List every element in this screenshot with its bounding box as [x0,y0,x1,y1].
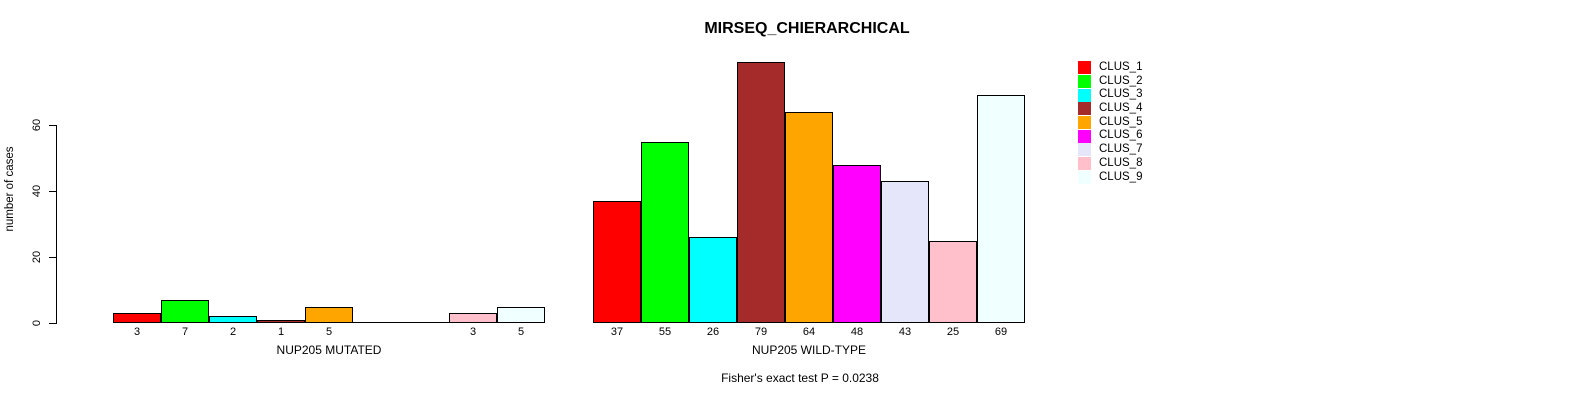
y-tick-label: 20 [31,250,43,264]
legend-item-clus_2: CLUS_2 [1078,75,1142,89]
legend-label: CLUS_8 [1099,156,1143,169]
bar-clus_2-group0 [161,299,209,323]
bar-value-label: 79 [754,326,768,338]
legend-label: CLUS_2 [1099,74,1143,87]
y-tick-label: 40 [31,184,43,198]
y-tick-label: 0 [31,319,43,327]
legend-label: CLUS_4 [1099,102,1143,115]
legend-swatch-clus_7 [1078,143,1091,157]
legend-swatch-clus_1 [1078,61,1091,75]
y-tick [49,322,56,324]
bar-value-label: 7 [181,326,189,338]
bar-value-label: 25 [946,326,960,338]
y-tick [49,190,56,192]
legend-item-clus_3: CLUS_3 [1078,88,1142,102]
legend: CLUS_1 CLUS_2 CLUS_3 CLUS_4 CLUS_5 CLUS_6 CLUS… [1078,61,1142,184]
bar-clus_1-group1 [593,200,641,323]
y-axis-title: number of cases [4,146,16,232]
x-group-label-wildtype: NUP205 WILD-TYPE [751,343,867,357]
bar-value-label: 2 [229,326,237,338]
legend-swatch-clus_3 [1078,88,1091,102]
legend-item-clus_8: CLUS_8 [1078,157,1142,171]
legend-swatch-clus_8 [1078,157,1091,171]
bar-value-label: 5 [517,326,525,338]
legend-label: CLUS_7 [1099,143,1143,156]
legend-label: CLUS_9 [1099,170,1143,183]
y-axis-line [56,125,57,324]
bar-clus_3-group1 [689,237,737,323]
bar-value-label: 5 [325,326,333,338]
bar-value-label: 43 [898,326,912,338]
bar-clus_8-group0 [449,313,497,323]
fisher-test-annotation: Fisher's exact test P = 0.0238 [721,371,879,385]
bar-clus_3-group0 [209,316,257,323]
bar-value-label: 26 [706,326,720,338]
legend-swatch-clus_6 [1078,129,1091,143]
legend-swatch-clus_5 [1078,116,1091,130]
bar-value-label: 48 [850,326,864,338]
bar-value-label: 3 [133,326,141,338]
bar-value-label: 3 [469,326,477,338]
legend-item-clus_5: CLUS_5 [1078,116,1142,130]
zero-bar-clus_6-group0 [353,322,401,323]
bar-clus_7-group1 [881,181,929,323]
bar-clus_8-group1 [929,240,977,323]
zero-bar-clus_7-group0 [401,322,449,323]
legend-label: CLUS_1 [1099,61,1143,73]
bar-clus_4-group0 [257,319,305,323]
bar-value-label: 55 [658,326,672,338]
y-tick-label: 60 [31,118,43,132]
y-tick [49,124,56,126]
bar-value-label: 37 [610,326,624,338]
bar-clus_6-group1 [833,164,881,323]
legend-item-clus_1: CLUS_1 [1078,61,1142,75]
legend-label: CLUS_6 [1099,129,1143,142]
legend-label: CLUS_5 [1099,115,1143,128]
y-tick [49,256,56,258]
legend-swatch-clus_9 [1078,170,1091,184]
bar-clus_2-group1 [641,141,689,323]
bar-clus_5-group0 [305,306,353,323]
bar-value-label: 1 [277,326,285,338]
bar-clus_4-group1 [737,62,785,323]
bar-value-label: 69 [994,326,1008,338]
bar-clus_9-group1 [977,95,1025,323]
x-group-label-mutated: NUP205 MUTATED [276,343,382,357]
bar-clus_1-group0 [113,313,161,323]
bar-clus_9-group0 [497,306,545,323]
legend-swatch-clus_4 [1078,102,1091,116]
legend-label: CLUS_3 [1099,88,1143,101]
legend-item-clus_6: CLUS_6 [1078,129,1142,143]
legend-item-clus_9: CLUS_9 [1078,171,1142,185]
bar-clus_5-group1 [785,111,833,323]
legend-swatch-clus_2 [1078,75,1091,89]
legend-item-clus_4: CLUS_4 [1078,102,1142,116]
chart-title: MIRSEQ_CHIERARCHICAL [704,20,910,37]
legend-item-clus_7: CLUS_7 [1078,143,1142,157]
bar-value-label: 64 [802,326,816,338]
